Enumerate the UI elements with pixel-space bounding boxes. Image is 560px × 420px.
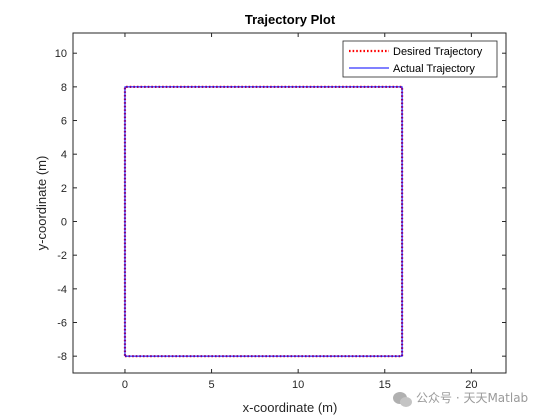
legend-label-actual: Actual Trajectory bbox=[393, 63, 475, 75]
x-tick-label: 0 bbox=[122, 379, 128, 391]
x-tick-label: 20 bbox=[465, 379, 477, 391]
x-tick-label: 15 bbox=[379, 379, 391, 391]
y-tick-label: 6 bbox=[61, 116, 67, 128]
y-tick-label: 10 bbox=[55, 48, 67, 60]
wechat-icon bbox=[393, 392, 412, 407]
x-axis-label: x-coordinate (m) bbox=[243, 400, 338, 415]
y-tick-label: -2 bbox=[57, 250, 67, 262]
y-axis-ticks: -8 -6 -4 -2 0 2 4 6 8 10 bbox=[55, 48, 506, 363]
watermark: 公众号 · 天天Matlab bbox=[393, 391, 528, 407]
y-tick-label: 4 bbox=[61, 149, 67, 161]
x-tick-label: 5 bbox=[208, 379, 214, 391]
y-tick-label: 2 bbox=[61, 183, 67, 195]
series-actual-trajectory bbox=[124, 86, 403, 357]
legend-label-desired: Desired Trajectory bbox=[393, 46, 483, 58]
y-tick-label: 8 bbox=[61, 82, 67, 94]
x-axis-ticks: 0 5 10 15 20 bbox=[122, 33, 477, 391]
y-tick-label: -4 bbox=[57, 284, 67, 296]
x-tick-label: 10 bbox=[292, 379, 304, 391]
legend-box bbox=[342, 40, 498, 78]
y-tick-label: 0 bbox=[61, 217, 67, 229]
legend: Desired Trajectory Actual Trajectory bbox=[342, 40, 498, 78]
y-axis-label: y-coordinate (m) bbox=[34, 156, 49, 251]
y-tick-label: -6 bbox=[57, 318, 67, 330]
plot-area bbox=[123, 85, 404, 358]
chart-title: Trajectory Plot bbox=[245, 12, 336, 27]
y-tick-label: -8 bbox=[57, 351, 67, 363]
watermark-text: 公众号 · 天天Matlab bbox=[416, 391, 528, 405]
axes-frame bbox=[72, 32, 507, 374]
